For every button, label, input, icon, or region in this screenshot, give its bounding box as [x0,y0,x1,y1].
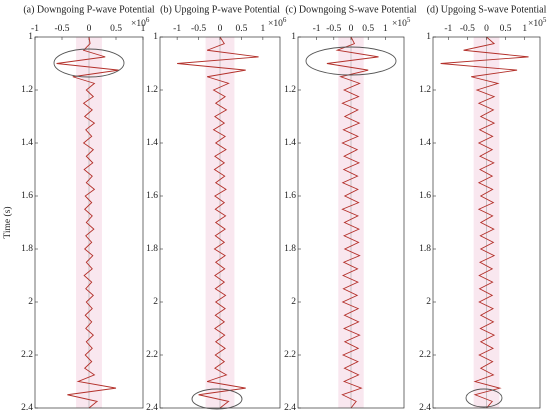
trace-line [326,36,379,409]
y-tick-label: 2.4 [146,403,158,413]
panel-title: (b) Upgoing P-wave Potential [160,4,280,15]
x-tick-label: 1 [383,24,388,34]
highlight-ellipse [305,46,397,76]
x-tick-label: 1 [260,24,265,34]
panel-frame [432,36,541,409]
y-tick-label: 2.2 [146,350,158,360]
x-tick-label: 0.5 [362,24,374,34]
y-tick-label: 1.2 [21,85,33,95]
y-tick-label: 1 [291,32,296,42]
y-tick-label: 1.6 [21,191,33,201]
y-tick-label: 1 [426,32,431,42]
x-tick-label: -1 [173,24,181,34]
y-tick-label: 1.6 [419,191,431,201]
y-tick-label: 2 [153,297,158,307]
y-tick-label: 1.8 [146,244,158,254]
x-scale-exponent: 5 [407,16,411,24]
y-tick-label: 1.4 [284,138,296,148]
panel-title: (d) Upgoing S-wave Potential [427,4,547,15]
y-tick-label: 2 [291,297,296,307]
x-tick-label: 1 [141,24,146,34]
x-scale-exponent: 6 [283,16,287,24]
panel: (a) Downgoing P-wave Potential×106-1 -0.5… [2,4,155,413]
y-tick-label: 1.4 [146,138,158,148]
y-tick-label: 1.8 [284,244,296,254]
x-tick-label: 1 [522,24,527,34]
x-scale-label: ×105 [528,16,547,30]
y-tick-label: 2 [426,297,431,307]
x-tick-label: 0 [349,24,354,34]
x-scale-base: ×10 [392,19,407,29]
x-tick-label: 0.5 [500,24,512,34]
trace-line [56,36,119,409]
panel-frame [159,36,281,409]
trace-line [440,36,529,409]
highlight-ellipse [191,388,243,410]
panel-title: (a) Downgoing P-wave Potential [23,4,155,15]
x-tick-label: -1 [313,24,321,34]
highlight-ellipse [53,48,125,78]
x-tick-label: -1 [31,24,39,34]
x-tick-label: -0.5 [54,24,69,34]
y-tick-label: 1.2 [419,85,431,95]
x-scale-label: ×106 [131,16,150,30]
panel: (d) Upgoing S-wave Potential×105-1 -0.5 0 0… [419,4,547,413]
annotations [53,46,503,410]
y-axis-label: Time (s) [2,206,13,238]
x-scale-base: ×10 [268,19,283,29]
x-tick-label: 0.5 [235,24,247,34]
y-tick-label: 1.6 [284,191,296,201]
y-tick-label: 1.4 [21,138,33,148]
x-scale-base: ×10 [131,19,146,29]
x-scale-exponent: 6 [146,16,150,24]
x-tick-label: -0.5 [326,24,341,34]
y-tick-label: 2.2 [419,350,431,360]
highlight-ellipse [465,388,503,408]
panel-title: (c) Downgoing S-wave Potential [285,4,417,15]
y-tick-label: 1 [153,32,158,42]
panel: (c) Downgoing S-wave Potential×105-1 -0.5… [284,4,417,413]
x-tick-label: 0 [218,24,223,34]
panel-frame [34,36,144,409]
y-tick-label: 1.8 [21,244,33,254]
x-tick-label: -1 [444,24,452,34]
y-tick-label: 2.4 [419,403,431,413]
y-tick-label: 1 [28,32,33,42]
x-scale-base: ×10 [528,19,543,29]
x-scale-label: ×105 [392,16,411,30]
x-tick-label: 0.5 [110,24,122,34]
y-tick-label: 1.2 [284,85,296,95]
y-tick-label: 2.4 [284,403,296,413]
y-tick-label: 1.4 [419,138,431,148]
y-tick-label: 1.6 [146,191,158,201]
x-tick-label: 0 [87,24,92,34]
y-tick-label: 2.4 [21,403,33,413]
x-scale-label: ×106 [268,16,287,30]
y-tick-label: 2.2 [284,350,296,360]
y-tick-label: 1.2 [146,85,158,95]
x-scale-exponent: 5 [543,16,547,24]
x-tick-label: -0.5 [460,24,475,34]
trace-line [177,36,259,409]
y-tick-label: 2.2 [21,350,33,360]
x-tick-label: 0 [484,24,489,34]
y-tick-label: 1.8 [419,244,431,254]
y-tick-label: 2 [28,297,33,307]
x-tick-label: -0.5 [191,24,206,34]
panel: (b) Upgoing P-wave Potential×106-1 -0.5 0 0… [146,4,287,413]
panel-frame [297,36,405,409]
